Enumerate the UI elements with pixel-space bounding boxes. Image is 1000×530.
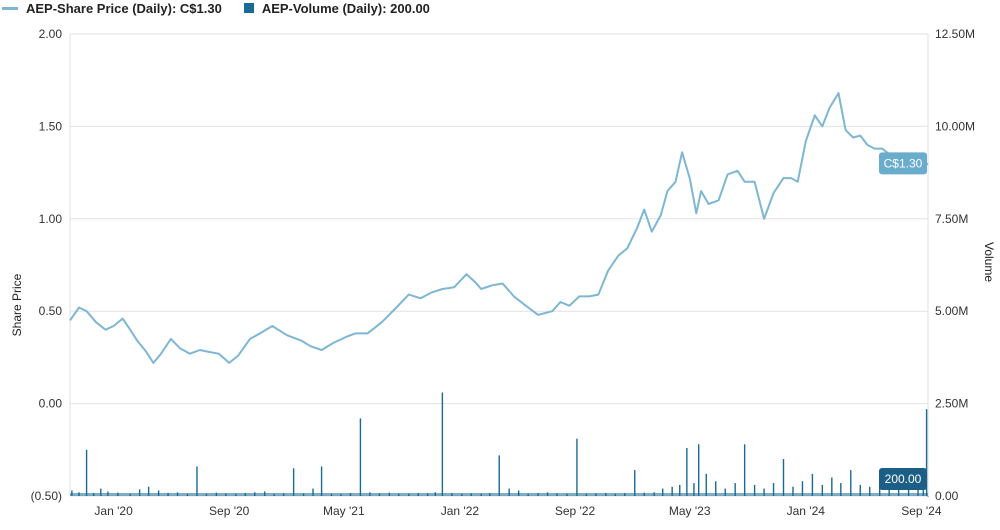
volume-bar xyxy=(292,468,295,496)
x-tick-label: Jan '22 xyxy=(441,504,480,518)
volume-bar xyxy=(831,477,833,496)
volume-bar xyxy=(724,488,726,496)
volume-bar xyxy=(100,488,102,496)
legend-label-volume: AEP-Volume (Daily): 200.00 xyxy=(261,0,430,16)
legend-item-share-price[interactable]: AEP-Share Price (Daily): C$1.30 xyxy=(0,1,222,16)
volume-bar xyxy=(679,484,681,496)
grid-lines xyxy=(69,33,929,497)
volume-bar xyxy=(498,455,500,496)
volume-bar xyxy=(840,483,842,496)
legend-swatch-volume xyxy=(243,3,254,13)
volume-bar xyxy=(697,444,700,496)
volume-bar xyxy=(763,488,765,496)
volume-value-flag-label: 200.00 xyxy=(885,472,922,486)
volume-bar xyxy=(927,495,929,497)
volume-bar xyxy=(147,486,150,496)
volume-bar xyxy=(705,473,707,496)
y-right-tick-label: 7.50M xyxy=(935,212,968,226)
volume-bar xyxy=(792,486,794,496)
x-tick-label: Sep '22 xyxy=(555,504,596,518)
y-right-tick-label: 12.50M xyxy=(935,27,975,41)
volume-bar xyxy=(693,483,695,496)
y-left-tick-label: 2.00 xyxy=(39,27,63,41)
y-right-axis-title: Volume xyxy=(982,242,996,282)
volume-bar xyxy=(859,484,861,496)
legend-item-volume[interactable]: AEP-Volume (Daily): 200.00 xyxy=(243,0,430,16)
volume-bar xyxy=(811,473,814,496)
x-tick-label: Jan '24 xyxy=(787,504,826,518)
chart-legend: AEP-Share Price (Daily): C$1.30 AEP-Volu… xyxy=(0,0,452,16)
price-value-flag-label: C$1.30 xyxy=(884,156,923,170)
volume-bars xyxy=(70,392,929,497)
legend-swatch-share-price xyxy=(2,6,18,10)
y-right-tick-label: 5.00M xyxy=(935,304,968,318)
volume-baseline-band xyxy=(70,493,928,496)
legend-label-share-price: AEP-Share Price (Daily): C$1.30 xyxy=(26,0,222,16)
x-tick-label: May '21 xyxy=(323,504,365,518)
volume-bar xyxy=(715,481,717,496)
x-tick-label: May '23 xyxy=(669,504,711,518)
volume-value-flag xyxy=(879,468,927,490)
volume-bar xyxy=(359,418,362,496)
volume-bar xyxy=(138,489,141,496)
y-left-axis-title: Share Price xyxy=(10,273,24,336)
volume-bar xyxy=(743,444,746,496)
price-line-layer xyxy=(69,92,929,364)
volume-bar xyxy=(907,486,910,496)
volume-bar xyxy=(661,488,664,496)
x-tick-label: Jan '20 xyxy=(94,504,133,518)
volume-bar xyxy=(925,409,928,496)
volume-bar xyxy=(312,488,314,496)
volume-bar xyxy=(782,459,785,496)
volume-bar xyxy=(196,466,198,496)
y-left-tick-label: 1.00 xyxy=(39,212,63,226)
value-flags: C$1.30 200.00 xyxy=(879,152,927,490)
y-left-tick-label: 0.00 xyxy=(39,397,63,411)
volume-bar xyxy=(441,392,444,496)
y-left-tick-label: 1.50 xyxy=(39,119,63,133)
volume-bar xyxy=(869,486,871,496)
volume-bar xyxy=(801,481,804,496)
volume-bar xyxy=(821,484,824,496)
volume-bar xyxy=(753,484,756,496)
volume-bar xyxy=(888,484,890,496)
x-tick-label: Sep '24 xyxy=(901,504,942,518)
volume-bar xyxy=(508,488,510,496)
y-left-tick-label: (0.50) xyxy=(31,489,62,503)
volume-bar xyxy=(850,470,852,496)
volume-bar xyxy=(734,483,736,496)
share-price-line xyxy=(69,92,929,364)
y-right-tick-label: 10.00M xyxy=(935,119,975,133)
volume-bar xyxy=(320,466,323,496)
volume-bar xyxy=(634,470,636,496)
volume-bar xyxy=(576,438,578,496)
volume-bar xyxy=(85,449,88,496)
x-tick-label: Sep '20 xyxy=(209,504,250,518)
price-value-flag xyxy=(879,152,927,175)
volume-bar xyxy=(671,486,673,496)
y-right-tick-label: 2.50M xyxy=(935,397,968,411)
y-right-tick-label: 0.00 xyxy=(935,489,959,503)
axes: 2.00 1.50 1.00 0.50 0.00 (0.50) 12.50M 10.00M 7.… xyxy=(10,27,996,518)
y-left-tick-label: 0.50 xyxy=(39,304,63,318)
volume-bar xyxy=(772,483,775,496)
volume-bar xyxy=(686,447,688,496)
